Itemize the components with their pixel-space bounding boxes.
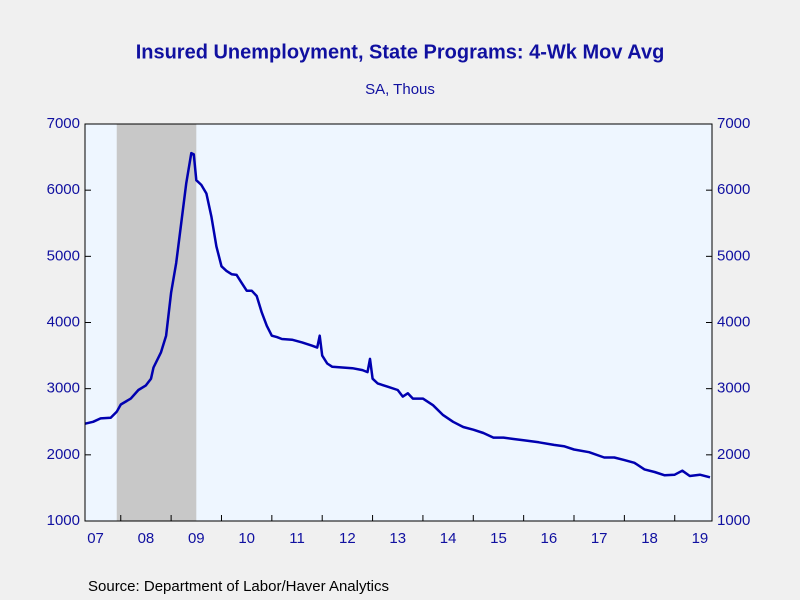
chart-title: Insured Unemployment, State Programs: 4-… [136, 41, 665, 63]
source: Source: Department of Labor/Haver Analyt… [88, 578, 389, 595]
recession-shade [116, 124, 197, 521]
y-tick-label: 5000 [47, 247, 80, 264]
x-tick-label: 18 [641, 530, 658, 547]
y2-tick-label: 5000 [717, 247, 750, 264]
chart-subtitle: SA, Thous [365, 81, 435, 98]
y-tick-label: 3000 [47, 380, 80, 397]
y2-tick-label: 3000 [717, 380, 750, 397]
x-tick-label: 08 [138, 530, 155, 547]
data-line [84, 151, 711, 479]
x-tick-label: 13 [389, 530, 406, 547]
x-tick-label: 14 [440, 530, 457, 547]
y-tick-label: 7000 [47, 115, 80, 132]
y-tick-label: 6000 [47, 181, 80, 198]
x-tick-label: 09 [188, 530, 205, 547]
x-tick-label: 07 [87, 530, 104, 547]
y2-tick-label: 1000 [717, 512, 750, 529]
x-tick-label: 10 [238, 530, 255, 547]
x-tick-label: 16 [540, 530, 557, 547]
plot-frame [84, 123, 713, 522]
y-tick-label: 4000 [47, 313, 80, 330]
x-tick-label: 11 [289, 530, 305, 547]
y2-tick-label: 4000 [717, 313, 750, 330]
x-tick-label: 12 [339, 530, 356, 547]
y2-tick-label: 2000 [717, 446, 750, 463]
y2-tick-label: 7000 [717, 115, 750, 132]
x-tick-label: 15 [490, 530, 507, 547]
y-tick-label: 1000 [47, 512, 80, 529]
x-tick-label: 19 [692, 530, 709, 547]
y2-tick-label: 6000 [717, 181, 750, 198]
x-tick-label: 17 [591, 530, 608, 547]
y-tick-label: 2000 [47, 446, 80, 463]
